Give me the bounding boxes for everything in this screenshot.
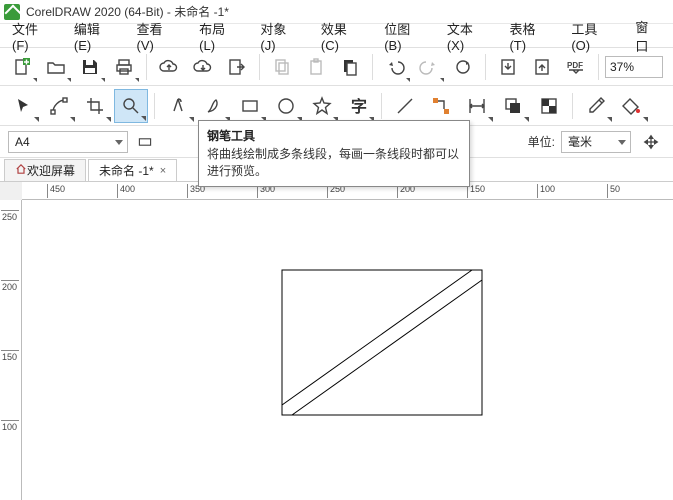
unit-combo[interactable]: 毫米 — [561, 131, 631, 153]
ellipse-tool[interactable] — [269, 89, 303, 123]
copy-button[interactable] — [266, 51, 298, 83]
tooltip-title: 钢笔工具 — [207, 127, 461, 144]
shape-tool[interactable] — [42, 89, 76, 123]
work-area: 45040035030025020015010050 250200150100 — [0, 182, 673, 500]
menu-bar: 文件(F)编辑(E)查看(V)布局(L)对象(J)效果(C)位图(B)文本(X)… — [0, 24, 673, 48]
import-button[interactable] — [492, 51, 524, 83]
eyedropper-tool[interactable] — [579, 89, 613, 123]
repeat-button[interactable] — [447, 51, 479, 83]
text-tool[interactable]: 字 — [341, 89, 375, 123]
tooltip-body: 将曲线绘制成多条线段，每画一条线段时都可以进行预览。 — [207, 146, 461, 180]
pdf-button[interactable]: PDF — [560, 51, 592, 83]
tooltip: 钢笔工具 将曲线绘制成多条线段，每画一条线段时都可以进行预览。 — [198, 120, 470, 187]
menu-item[interactable]: 布局(L) — [191, 17, 248, 55]
svg-text:PDF: PDF — [567, 61, 583, 70]
menu-item[interactable]: 文件(F) — [4, 17, 62, 55]
freehand-tool[interactable] — [161, 89, 195, 123]
menu-item[interactable]: 查看(V) — [129, 17, 188, 55]
standard-toolbar: PDF 37% — [0, 48, 673, 86]
canvas[interactable] — [22, 200, 673, 500]
svg-text:字: 字 — [351, 97, 367, 116]
close-icon[interactable]: × — [160, 165, 166, 177]
menu-item[interactable]: 效果(C) — [313, 17, 372, 55]
menu-item[interactable]: 表格(T) — [501, 17, 559, 55]
save-button[interactable] — [74, 51, 106, 83]
unit-value: 毫米 — [568, 133, 592, 150]
menu-item[interactable]: 工具(O) — [563, 17, 623, 55]
property-bar: A4 单位: 毫米 钢笔工具 将曲线绘制成多条线段，每画一条线段时都可以进行预览… — [0, 126, 673, 158]
clipboard-button[interactable] — [334, 51, 366, 83]
paste-button[interactable] — [300, 51, 332, 83]
nudge-icon[interactable] — [637, 131, 665, 153]
cloud-down-button[interactable] — [187, 51, 219, 83]
crop-tool[interactable] — [78, 89, 112, 123]
line-tool[interactable] — [388, 89, 422, 123]
document-tab[interactable]: 欢迎屏幕 — [4, 159, 86, 181]
cloud-up-button[interactable] — [153, 51, 185, 83]
menu-item[interactable]: 文本(X) — [439, 17, 498, 55]
app-logo-icon — [4, 4, 20, 20]
paper-combo[interactable]: A4 — [8, 131, 128, 153]
zoom-value: 37% — [610, 60, 634, 74]
drawing-content — [22, 200, 673, 500]
menu-item[interactable]: 编辑(E) — [66, 17, 125, 55]
document-tab[interactable]: 未命名 -1*× — [88, 159, 177, 181]
open-button[interactable] — [40, 51, 72, 83]
effects-tool[interactable] — [496, 89, 530, 123]
transparency-tool[interactable] — [532, 89, 566, 123]
paper-value: A4 — [15, 135, 30, 149]
print-button[interactable] — [108, 51, 140, 83]
vertical-ruler[interactable]: 250200150100 — [0, 200, 22, 500]
undo-button[interactable] — [379, 51, 411, 83]
export-button[interactable] — [221, 51, 253, 83]
menu-item[interactable]: 对象(J) — [252, 17, 309, 55]
new-button[interactable] — [6, 51, 38, 83]
unit-label: 单位: — [528, 133, 555, 150]
artistic-tool[interactable] — [197, 89, 231, 123]
redo-button[interactable] — [413, 51, 445, 83]
zoom-input[interactable]: 37% — [605, 56, 663, 78]
pick-tool[interactable] — [6, 89, 40, 123]
rectangle-tool[interactable] — [233, 89, 267, 123]
dimension-tool[interactable] — [460, 89, 494, 123]
dim-icon[interactable] — [134, 131, 156, 153]
zoom-tool[interactable] — [114, 89, 148, 123]
menu-item[interactable]: 位图(B) — [376, 17, 435, 55]
polygon-tool[interactable] — [305, 89, 339, 123]
export2-button[interactable] — [526, 51, 558, 83]
menu-item[interactable]: 窗口 — [627, 15, 669, 57]
fill-tool[interactable] — [615, 89, 649, 123]
connector-tool[interactable] — [424, 89, 458, 123]
